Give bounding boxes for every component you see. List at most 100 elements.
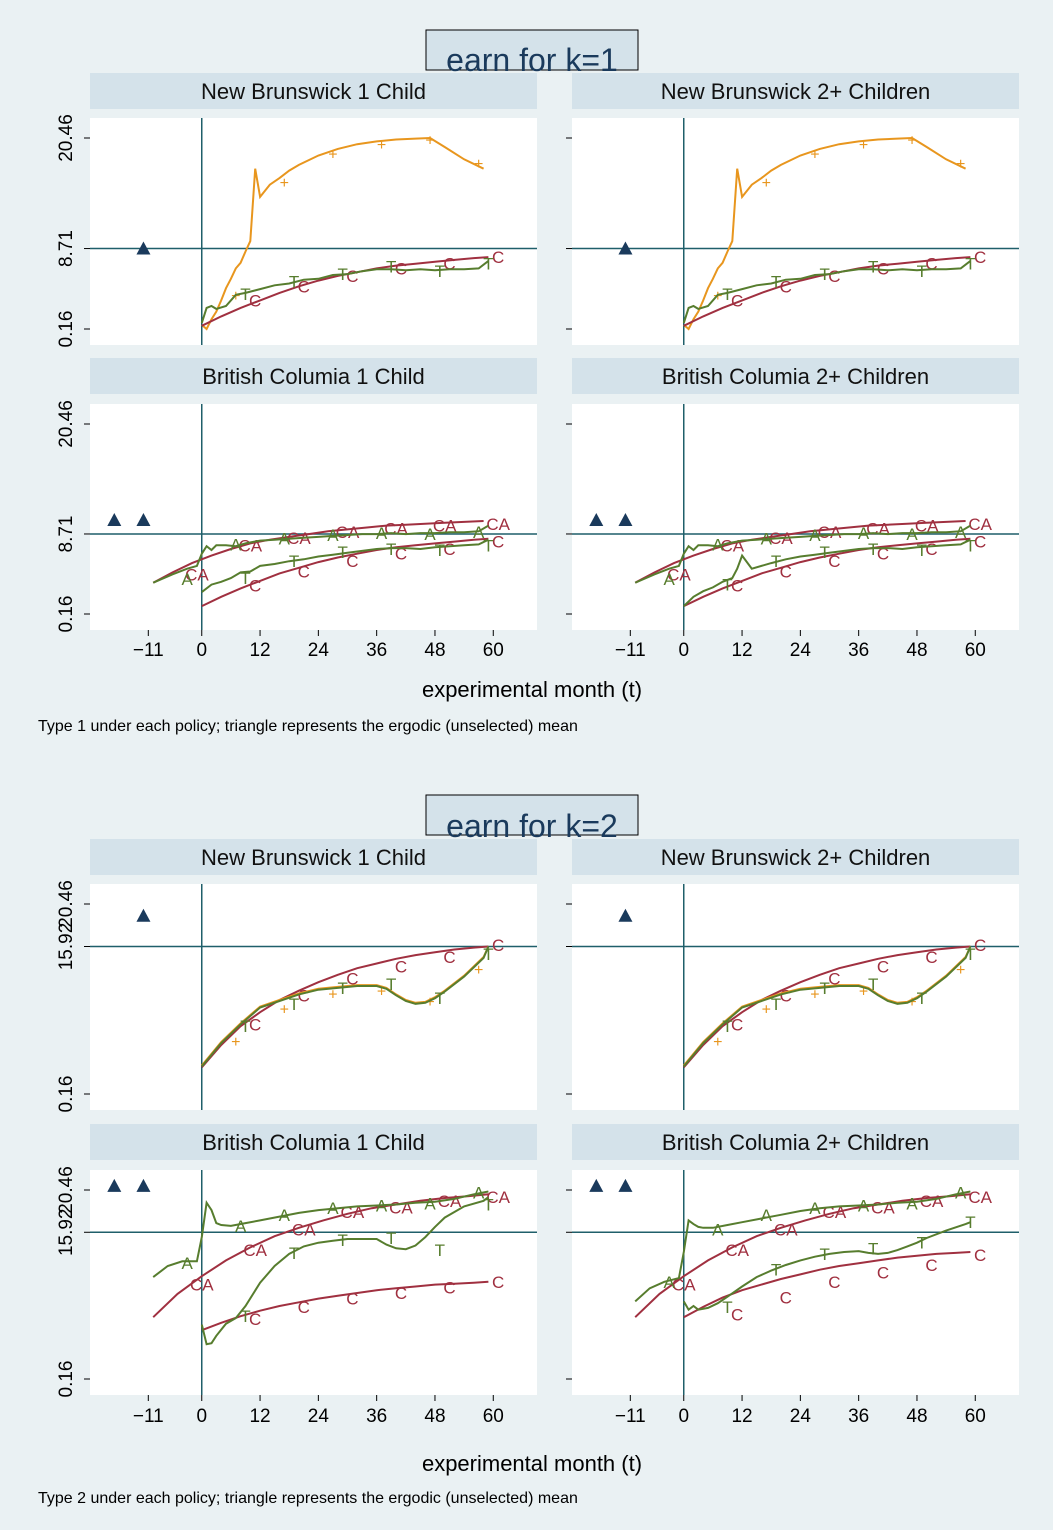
series-marker: T bbox=[771, 1261, 781, 1280]
series-marker: + bbox=[907, 133, 916, 150]
series-marker: A bbox=[473, 523, 485, 542]
panel-header bbox=[572, 839, 1019, 875]
series-marker: A bbox=[955, 523, 967, 542]
series-line bbox=[201, 537, 489, 608]
series-marker: T bbox=[337, 543, 347, 562]
series-line bbox=[152, 524, 489, 584]
series-marker: C bbox=[731, 577, 743, 596]
series-marker: T bbox=[917, 1234, 927, 1253]
title-box bbox=[425, 794, 639, 836]
x-tick-label: 36 bbox=[848, 1406, 869, 1427]
series-marker: C bbox=[346, 1290, 358, 1309]
x-tick-label: 36 bbox=[848, 640, 869, 661]
y-tick-label: 0.16 bbox=[56, 1076, 77, 1113]
series-marker: C bbox=[974, 1246, 986, 1265]
x-tick-label: 36 bbox=[366, 640, 387, 661]
series-line bbox=[683, 537, 971, 608]
series-marker: A bbox=[376, 1196, 388, 1215]
series-marker: C bbox=[443, 1278, 455, 1297]
plot-area bbox=[572, 884, 1019, 1110]
y-tick-label: 15.92 bbox=[56, 923, 77, 971]
series-marker: T bbox=[289, 1244, 299, 1263]
series-marker: C bbox=[346, 970, 358, 989]
series-marker: C bbox=[828, 1273, 840, 1292]
series-marker: CA bbox=[725, 1241, 749, 1260]
series-marker: + bbox=[377, 137, 386, 154]
plot-area bbox=[90, 118, 537, 345]
series-marker: T bbox=[435, 1241, 445, 1260]
series-marker: CA bbox=[239, 536, 263, 555]
series-marker: CA bbox=[243, 1241, 267, 1260]
series-marker: CA bbox=[185, 565, 209, 584]
series-marker: C bbox=[925, 1256, 937, 1275]
series-marker: + bbox=[956, 156, 965, 173]
x-tick-label: 24 bbox=[308, 640, 330, 661]
figure-note: Type 2 under each policy; triangle repre… bbox=[38, 1490, 578, 1507]
series-marker: CA bbox=[672, 1276, 696, 1295]
series-line bbox=[152, 1190, 489, 1278]
series-marker: + bbox=[231, 1034, 240, 1051]
series-marker: T bbox=[289, 552, 299, 571]
series-marker: + bbox=[377, 984, 386, 1001]
panel-title: British Columia 2+ Children bbox=[662, 364, 929, 389]
series-line bbox=[634, 524, 971, 584]
series-marker: A bbox=[235, 1217, 247, 1236]
series-marker: T bbox=[868, 975, 878, 994]
ergodic-mean-triangle bbox=[618, 513, 633, 527]
series-marker: A bbox=[473, 1183, 485, 1202]
y-tick-label: 20.46 bbox=[56, 114, 77, 162]
x-tick-label: 36 bbox=[366, 1406, 387, 1427]
plot-area bbox=[90, 404, 537, 630]
y-tick-label: 20.46 bbox=[56, 400, 77, 448]
panel-header bbox=[90, 839, 537, 875]
series-marker: CA bbox=[920, 1192, 944, 1211]
series-marker: C bbox=[298, 563, 310, 582]
series-marker: C bbox=[974, 533, 986, 552]
x-tick-label: 0 bbox=[196, 640, 207, 661]
series-marker: T bbox=[386, 540, 396, 559]
series-marker: T bbox=[965, 1213, 975, 1232]
series-marker: T bbox=[240, 1017, 250, 1036]
series-marker: A bbox=[182, 570, 194, 589]
series-marker: A bbox=[955, 1183, 967, 1202]
series-marker: A bbox=[424, 525, 436, 544]
series-marker: CA bbox=[438, 1192, 462, 1211]
series-marker: T bbox=[386, 975, 396, 994]
series-marker: A bbox=[906, 525, 918, 544]
series-marker: A bbox=[279, 1206, 291, 1225]
series-marker: A bbox=[712, 1221, 724, 1240]
series-marker: A bbox=[327, 1199, 339, 1218]
x-tick-label: 48 bbox=[424, 1406, 445, 1427]
series-marker: + bbox=[907, 994, 916, 1011]
ergodic-mean-triangle bbox=[136, 513, 151, 527]
series-marker: C bbox=[780, 277, 792, 296]
series-marker: T bbox=[337, 265, 347, 284]
ergodic-mean-triangle bbox=[589, 1178, 604, 1192]
series-marker: T bbox=[337, 979, 347, 998]
series-marker: C bbox=[780, 1289, 792, 1308]
figure-note: Type 1 under each policy; triangle repre… bbox=[38, 718, 578, 735]
series-marker: T bbox=[868, 540, 878, 559]
series-marker: A bbox=[761, 530, 773, 549]
plot-area bbox=[572, 118, 1019, 345]
series-marker: A bbox=[182, 1254, 194, 1273]
series-marker: T bbox=[435, 262, 445, 281]
ergodic-mean-triangle bbox=[136, 1178, 151, 1192]
series-marker: A bbox=[279, 530, 291, 549]
series-marker: CA bbox=[486, 1188, 510, 1207]
series-marker: CA bbox=[915, 517, 939, 536]
series-marker: + bbox=[859, 137, 868, 154]
series-marker: A bbox=[327, 526, 339, 545]
ergodic-mean-triangle bbox=[618, 241, 633, 255]
series-marker: T bbox=[240, 1307, 250, 1326]
series-marker: CA bbox=[968, 515, 992, 534]
series-marker: C bbox=[395, 957, 407, 976]
x-tick-label: 0 bbox=[678, 640, 689, 661]
series-line bbox=[201, 946, 490, 1068]
series-marker: A bbox=[906, 1195, 918, 1214]
series-marker: T bbox=[917, 541, 927, 560]
panel-header bbox=[572, 73, 1019, 109]
series-line bbox=[683, 945, 971, 1069]
y-tick-label: 20.46 bbox=[56, 880, 77, 928]
x-tick-label: 48 bbox=[424, 640, 445, 661]
